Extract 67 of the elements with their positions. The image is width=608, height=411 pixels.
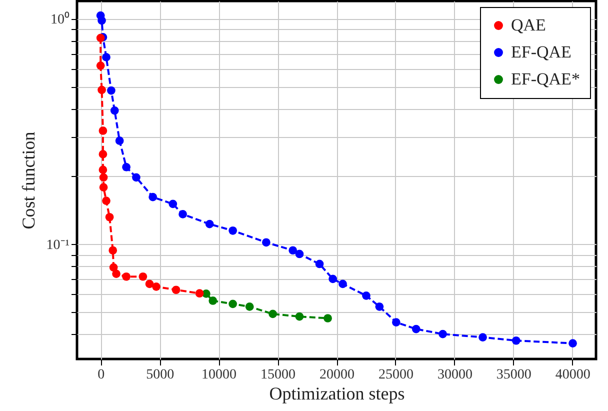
- point: [178, 210, 187, 218]
- point: [98, 86, 106, 94]
- point: [132, 173, 140, 182]
- y-tick-label: 10⁰: [50, 11, 70, 28]
- point: [98, 126, 108, 135]
- legend-label: EF-QAE: [511, 42, 572, 62]
- point: [110, 106, 119, 115]
- point: [148, 192, 158, 202]
- point: [115, 136, 124, 145]
- y-tick-label: 10⁻¹: [46, 238, 70, 253]
- point: [315, 260, 324, 268]
- point: [228, 300, 237, 308]
- x-tick-label: 30000: [437, 368, 472, 382]
- point: [102, 53, 110, 62]
- point: [438, 330, 447, 338]
- point: [268, 310, 277, 318]
- point: [568, 339, 577, 348]
- point: [324, 314, 332, 322]
- legend-label: EF-QAE*: [511, 70, 580, 88]
- point: [98, 150, 108, 158]
- legend-label: QAE: [511, 16, 546, 34]
- point: [228, 226, 237, 235]
- point: [105, 212, 114, 222]
- point: [478, 333, 487, 342]
- point: [412, 324, 420, 334]
- point: [362, 291, 370, 300]
- point: [138, 272, 148, 281]
- point: [195, 289, 204, 298]
- point: [122, 272, 130, 281]
- point: [262, 238, 270, 247]
- point: [338, 280, 347, 288]
- point: [102, 196, 110, 205]
- point: [98, 16, 106, 25]
- point: [152, 282, 160, 291]
- x-axis-title: Optimization steps: [269, 384, 405, 404]
- x-tick-label: 10000: [202, 368, 237, 382]
- point: [109, 263, 118, 272]
- point: [208, 296, 218, 305]
- point: [205, 220, 214, 228]
- point: [392, 318, 400, 326]
- point: [375, 302, 384, 311]
- point: [295, 250, 304, 258]
- point: [295, 312, 304, 321]
- point: [512, 336, 520, 345]
- point: [98, 166, 108, 174]
- point: [99, 173, 108, 182]
- x-tick-label: 15000: [260, 368, 296, 382]
- x-tick-label: 5000: [146, 368, 174, 382]
- x-tick-label: 40000: [555, 368, 590, 382]
- point: [168, 200, 178, 208]
- point: [108, 246, 118, 255]
- point: [145, 280, 154, 288]
- point: [112, 270, 120, 278]
- point: [172, 286, 180, 294]
- x-tick-label: 0: [98, 368, 105, 382]
- y-axis-title: Cost function: [18, 132, 38, 230]
- point: [288, 246, 298, 255]
- x-tick-label: 35000: [496, 368, 532, 382]
- point: [96, 34, 105, 42]
- point: [107, 86, 116, 95]
- point: [99, 183, 108, 192]
- x-tick-label: 25000: [378, 368, 414, 382]
- point: [122, 162, 130, 172]
- x-tick-label: 20000: [320, 368, 354, 382]
- point: [96, 61, 105, 70]
- point: [328, 274, 338, 284]
- point: [245, 302, 254, 311]
